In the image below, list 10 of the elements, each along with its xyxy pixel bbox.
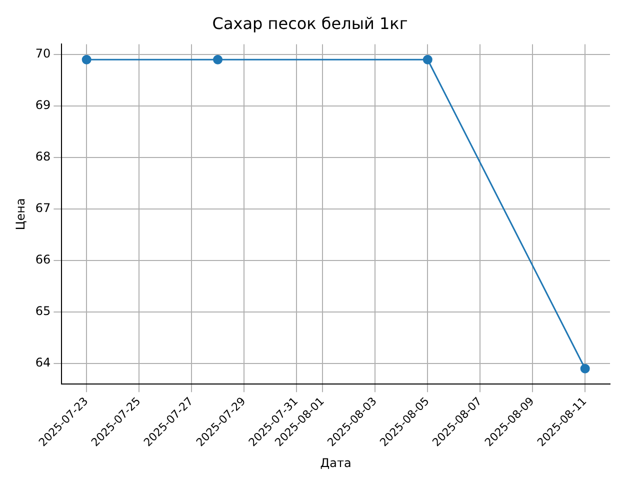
x-axis-title: Дата: [320, 456, 352, 470]
y-tick-label: 64: [35, 356, 51, 370]
y-tick-label: 66: [35, 252, 51, 267]
y-axis-title: Цена: [13, 198, 28, 230]
chart-title: Сахар песок белый 1кг: [212, 14, 408, 33]
y-tick-label: 65: [35, 304, 51, 318]
y-tick-label: 69: [35, 98, 51, 112]
y-tick-label: 67: [35, 201, 51, 216]
y-tick-label: 68: [35, 150, 51, 164]
y-tick-label: 70: [35, 46, 51, 61]
